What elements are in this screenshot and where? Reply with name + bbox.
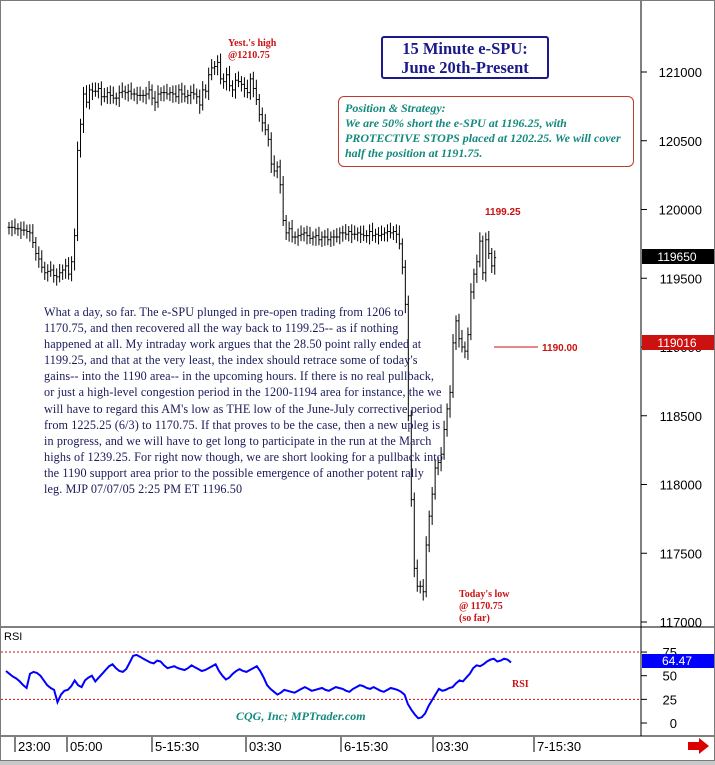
time-axis-bg — [1, 737, 714, 760]
yest-high-value: @1210.75 — [228, 50, 270, 61]
low-label: Today's low — [459, 589, 510, 600]
rsi-panel-label: RSI — [4, 631, 22, 643]
price-tick-label: 117500 — [660, 546, 702, 561]
rsi-tick-label: 0 — [670, 716, 677, 731]
support-tag — [642, 335, 714, 350]
rsi-series-label: RSI — [512, 679, 529, 690]
time-tick-label: 23:00 — [18, 739, 51, 754]
price-tick-label: 117000 — [660, 615, 702, 630]
rsi-tick-label: 50 — [663, 669, 677, 684]
time-tick-label: 7-15:30 — [537, 739, 581, 754]
watermark: CQG, Inc; MPTrader.com — [236, 709, 366, 723]
time-axis: 23:00 05:00 5-15:30 03:30 6-15:30 03:30 7-15:3… — [14, 737, 581, 754]
yest-high-label: Yest.'s high — [228, 38, 277, 49]
last-price-tag — [642, 249, 714, 264]
price-tick-label: 121000 — [659, 65, 702, 80]
strategy-heading: Position & Strategy: — [345, 101, 446, 115]
support-tag-text: 119016 — [657, 336, 696, 350]
price-tick-label: 120500 — [659, 134, 702, 149]
scroll-right-arrow-icon[interactable] — [688, 738, 709, 754]
last-price-tag-text: 119650 — [657, 250, 696, 264]
price-tick-label: 120000 — [659, 203, 702, 218]
price-tick-label: 118500 — [660, 409, 702, 424]
time-tick-label: 6-15:30 — [344, 739, 388, 754]
chart-title-box: 15 Minute e-SPU: June 20th-Present — [381, 36, 549, 79]
support-label: 1190.00 — [542, 343, 578, 354]
peak-label: 1199.25 — [485, 207, 521, 218]
time-tick-label: 05:00 — [70, 739, 103, 754]
price-bars — [7, 53, 497, 601]
rsi-value-tag-text: 64.47 — [662, 654, 692, 668]
rsi-tick-label: 25 — [663, 692, 677, 707]
chart-title-line2: June 20th-Present — [401, 58, 529, 77]
commentary-text: What a day, so far. The e-SPU plunged in… — [44, 305, 443, 497]
strategy-box: Position & Strategy: We are 50% short th… — [338, 96, 634, 167]
price-tick-label: 118000 — [660, 478, 702, 493]
low-note: (so far) — [459, 613, 490, 624]
time-tick-label: 5-15:30 — [155, 739, 199, 754]
rsi-value-tag — [642, 654, 714, 668]
low-value: @ 1170.75 — [459, 601, 503, 612]
price-tick-label: 119500 — [660, 271, 702, 286]
time-tick-label: 03:30 — [436, 739, 469, 754]
time-tick-label: 03:30 — [249, 739, 282, 754]
chart-title-line1: 15 Minute e-SPU: — [402, 39, 528, 58]
rsi-line — [5, 653, 512, 720]
strategy-body: We are 50% short the e-SPU at 1196.25, w… — [345, 116, 621, 160]
